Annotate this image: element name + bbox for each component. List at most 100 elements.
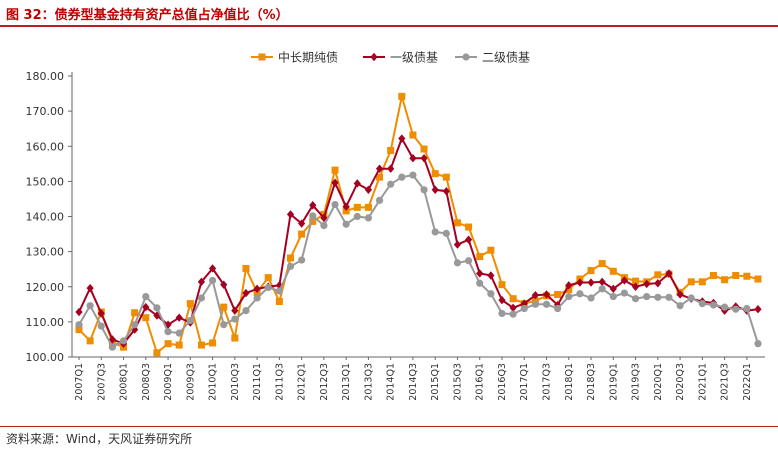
series-2-point xyxy=(298,219,306,228)
series-3-point xyxy=(86,302,94,310)
line-chart: 中长期纯债 一级债基 二级债基 100.00 110.00 120.00 130.00 14… xyxy=(26,50,765,401)
series-3-point xyxy=(108,343,116,351)
series-1-point xyxy=(609,267,617,275)
y-tick-label: 110.00 xyxy=(26,316,65,329)
series-3-point xyxy=(620,289,629,297)
series-3-point xyxy=(442,229,450,237)
series-2-point xyxy=(342,202,350,211)
series-2-point xyxy=(576,278,584,287)
x-tick-label: 2013Q3 xyxy=(363,363,374,401)
series-2-point xyxy=(565,281,573,290)
series-3-point xyxy=(320,222,328,230)
series-1-point xyxy=(409,131,417,139)
series-1-point xyxy=(298,230,306,238)
series-3-point xyxy=(375,196,384,204)
series-1-point xyxy=(465,223,473,231)
series-2-point xyxy=(509,303,517,313)
series-3-point xyxy=(364,214,373,222)
x-tick-label: 2019Q1 xyxy=(608,363,619,401)
legend: 中长期纯债 一级债基 二级债基 xyxy=(251,50,530,65)
series-2-line xyxy=(78,136,759,345)
series-2-point xyxy=(364,185,373,195)
series-1-point xyxy=(565,286,573,294)
series-1-point xyxy=(387,146,395,154)
series-1-point xyxy=(732,272,740,280)
series-1-point xyxy=(209,339,217,347)
series-3-point xyxy=(531,300,539,308)
legend-swatch-marker xyxy=(258,53,266,61)
x-tick-label: 2015Q3 xyxy=(452,363,463,401)
series-1-point xyxy=(420,145,428,153)
x-tick-label: 2010Q1 xyxy=(208,363,219,401)
series-1-point xyxy=(175,341,183,349)
series-3-point xyxy=(420,186,428,194)
x-tick-label: 2020Q3 xyxy=(675,363,686,401)
series-1-point xyxy=(431,170,439,178)
series-1-point xyxy=(75,326,83,334)
series-3-point xyxy=(175,329,183,337)
series-1-point xyxy=(142,314,150,322)
y-tick-label: 100.00 xyxy=(26,351,65,364)
series-3-point xyxy=(309,212,317,220)
legend-label: 一级债基 xyxy=(390,51,438,65)
series-1-point xyxy=(231,334,239,342)
series-1-point xyxy=(131,309,139,317)
series-2-point xyxy=(331,178,339,187)
x-tick-label: 2020Q1 xyxy=(653,363,664,401)
series-1-point xyxy=(86,337,94,345)
y-tick-label: 180.00 xyxy=(26,70,65,83)
series-1-point xyxy=(721,276,729,284)
series-3-point xyxy=(164,328,172,336)
legend-label: 中长期纯债 xyxy=(278,50,338,65)
series-3-point xyxy=(565,292,573,301)
series-3-point xyxy=(208,276,217,285)
series-3-point xyxy=(453,259,462,267)
series-2-point xyxy=(631,282,640,291)
series-1-point xyxy=(632,277,640,285)
series-3-point xyxy=(743,304,751,313)
series-1-point xyxy=(264,274,272,282)
series-3-point xyxy=(654,293,662,301)
series-1-point xyxy=(164,340,172,348)
series-2-point xyxy=(231,306,239,315)
series-3-point xyxy=(609,292,617,301)
series-3-point xyxy=(520,304,528,313)
x-tick-label: 2012Q1 xyxy=(297,363,308,401)
series-2-point xyxy=(320,213,328,223)
x-tick-label: 2019Q3 xyxy=(631,363,642,401)
y-axis: 100.00 110.00 120.00 130.00 140.00 150.00 160.… xyxy=(26,70,73,364)
x-tick-label: 2022Q1 xyxy=(742,363,753,401)
series-1-point xyxy=(242,264,250,272)
series-3-point xyxy=(732,305,740,313)
series-2-point xyxy=(387,164,395,173)
legend-item-2: 一级债基 xyxy=(363,51,438,65)
series-3-point xyxy=(119,337,128,345)
series-3-point xyxy=(331,200,339,209)
x-tick-label: 2016Q3 xyxy=(497,363,508,401)
series-2-point xyxy=(754,305,762,314)
x-tick-label: 2018Q1 xyxy=(564,363,575,401)
series-3-point xyxy=(554,304,562,313)
series-2-point xyxy=(353,179,361,188)
series-3-point xyxy=(665,293,673,301)
series-3-point xyxy=(353,212,361,221)
legend-label: 二级债基 xyxy=(482,51,530,65)
x-tick-label: 2021Q1 xyxy=(697,363,708,401)
series-2-point xyxy=(598,277,606,287)
series-3-point xyxy=(197,294,206,302)
series-3-point xyxy=(264,283,272,292)
x-tick-label: 2007Q3 xyxy=(96,363,107,401)
series-1-point xyxy=(509,295,517,303)
series-3-point xyxy=(97,322,105,330)
series-2-point xyxy=(86,283,94,293)
series-2-point xyxy=(309,201,317,210)
series-1 xyxy=(75,92,762,357)
series-2-point xyxy=(654,279,662,288)
x-tick-label: 2021Q3 xyxy=(720,363,731,401)
series-2-point xyxy=(643,279,651,289)
series-3-point xyxy=(464,257,473,265)
series-2-point xyxy=(453,240,462,249)
x-axis: 2007Q1 2007Q3 2008Q1 2008Q3 2009Q1 2009Q3 2010… xyxy=(72,356,765,401)
series-2-point xyxy=(676,290,684,299)
series-group xyxy=(75,92,762,357)
